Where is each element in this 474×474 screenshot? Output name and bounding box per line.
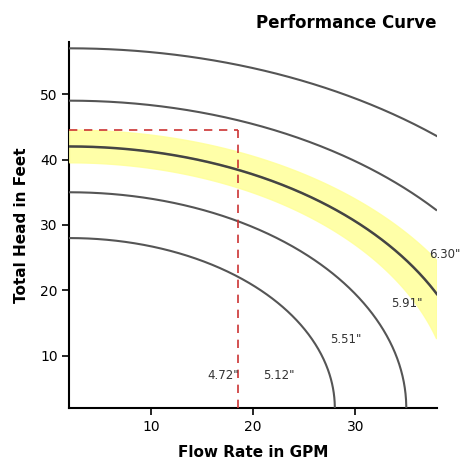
X-axis label: Flow Rate in GPM: Flow Rate in GPM	[178, 445, 328, 460]
Text: 5.12": 5.12"	[264, 369, 295, 382]
Text: 5.51": 5.51"	[330, 333, 361, 346]
Text: Performance Curve: Performance Curve	[256, 14, 437, 32]
Y-axis label: Total Head in Feet: Total Head in Feet	[14, 147, 29, 303]
Text: 4.72": 4.72"	[207, 369, 239, 382]
Text: 6.30": 6.30"	[429, 248, 460, 261]
Text: 5.91": 5.91"	[391, 297, 422, 310]
Polygon shape	[69, 130, 437, 339]
